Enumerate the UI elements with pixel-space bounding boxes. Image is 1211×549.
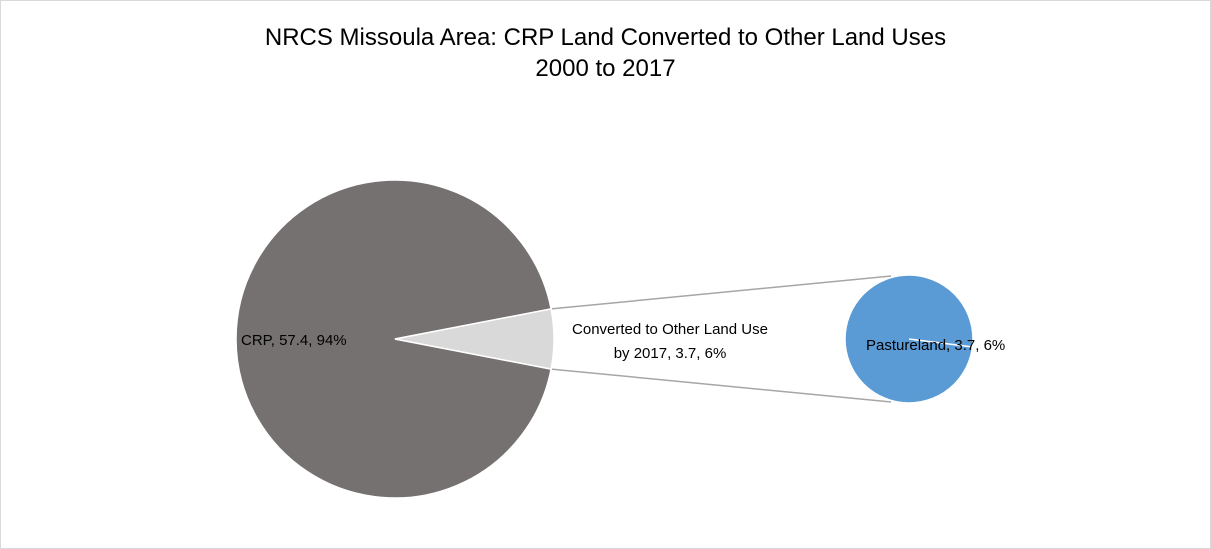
chart-title: NRCS Missoula Area: CRP Land Converted t…	[0, 22, 1211, 84]
chart-subtitle: 2000 to 2017	[535, 55, 676, 82]
primary-pie	[235, 179, 555, 499]
data-label-pastureland: Pastureland, 3.7, 6%	[866, 337, 1005, 354]
data-label-converted-line2: by 2017, 3.7, 6%	[614, 345, 727, 362]
connector-line-top	[551, 275, 892, 310]
data-label-crp: CRP, 57.4, 94%	[241, 332, 347, 349]
chart-title-line: NRCS Missoula Area: CRP Land Converted t…	[264, 24, 947, 51]
secondary-pie	[844, 274, 974, 404]
connector-lines	[551, 275, 892, 403]
pie-slice-converted	[394, 308, 555, 370]
data-labels: CRP, 57.4, 94% Converted to Other Land U…	[241, 321, 1005, 362]
pie-slice-crp	[235, 179, 553, 499]
connector-line-bottom	[551, 368, 892, 403]
pie-slice-boundary	[908, 338, 974, 348]
data-label-converted-line1: Converted to Other Land Use	[572, 321, 768, 338]
